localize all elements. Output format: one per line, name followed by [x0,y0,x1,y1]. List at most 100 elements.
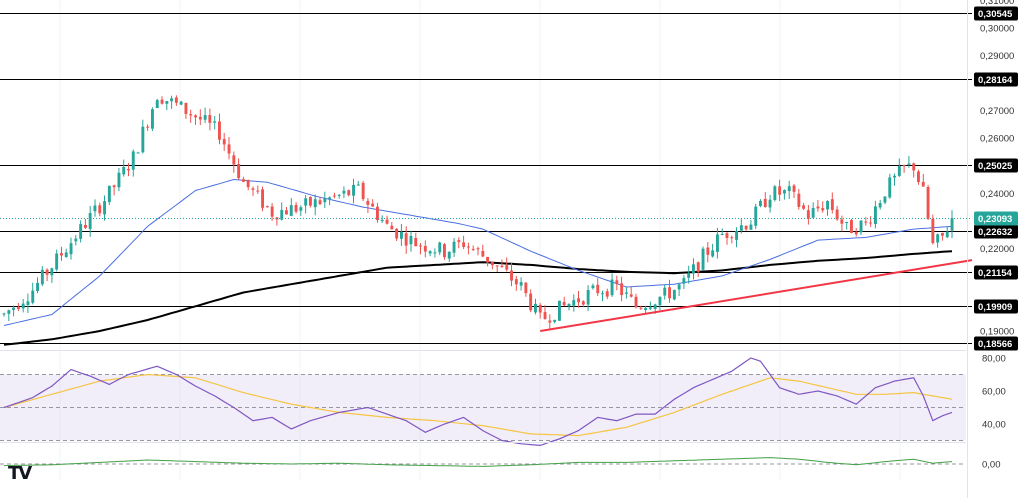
candle-body [189,114,193,116]
candle-body [677,284,681,290]
candle-body [696,262,700,272]
candle-body [12,307,15,310]
level-badge-label: 0,30545 [978,9,1013,20]
trendline-line [540,259,973,333]
candle-body [198,116,202,120]
price-tick-label: 0,31000 [980,0,1014,7]
candle-body [510,270,513,281]
candle-body [462,242,466,247]
fast-ma-line [3,178,953,326]
candle-body [347,190,351,196]
candle-body [371,203,375,207]
candle-body [213,121,217,123]
candle-body [447,251,451,259]
candle-body [936,234,940,243]
candle-body [682,278,686,284]
rsi-tick-label: 40,00 [982,420,1006,431]
candle-body [816,206,820,209]
candle-body [945,231,949,238]
level-badge [974,336,1018,351]
candle-body [620,283,624,296]
candle-body [155,100,159,108]
candle-body [2,313,6,315]
candle-body [716,234,719,252]
current-price-badge [974,211,1018,226]
candle-body [467,246,470,248]
candle-body [227,144,231,154]
candle-body [739,225,743,231]
candle-body [285,210,288,215]
candle-body [40,269,44,285]
rsi-panel [0,350,966,447]
price-tick-label: 0,19000 [980,327,1014,338]
candle-body [390,225,394,230]
candle-body [763,198,767,207]
candle-body [36,282,39,291]
candle-body [160,99,164,104]
candle-body [917,171,920,182]
support-resistance-levels: 0,30545 0,28164 0,25025 0,22632 0,21154 0,199… [0,6,1018,351]
candle-body [342,190,346,194]
candle-body [835,209,839,220]
candle-body [648,307,652,309]
candle-body [332,195,336,197]
candle-body [577,298,580,303]
candle-body [706,247,710,255]
candle-body [294,205,298,212]
candle-body [754,206,758,226]
candle-body [55,253,59,270]
level-badge [974,158,1018,173]
price-tick-label: 0,26000 [980,134,1014,145]
candle-body [495,265,499,267]
candle-body [79,224,83,239]
candle-body [251,188,255,190]
candle-body [725,233,729,238]
candle-body [304,198,308,206]
candle-body [361,182,365,200]
tradingview-logo-icon[interactable]: TV [8,463,32,484]
candle-body [711,250,715,257]
candle-body [625,292,628,294]
candle-body [419,245,422,247]
candle-body [653,304,657,309]
candle-body [553,319,557,322]
candle-body [443,244,446,258]
candle-body [787,186,791,192]
candle-body [170,98,173,102]
candle-body [194,115,197,118]
rsi-tick-label: 60,00 [982,387,1006,398]
candle-body [31,290,35,303]
candle-body [337,194,341,196]
candle-body [931,218,935,244]
price-tick-label: 0,27000 [980,106,1014,117]
slow-ma-line [3,250,953,346]
candle-body [806,210,810,219]
candle-body [826,201,829,210]
price-tick-label: 0,24000 [980,189,1014,200]
candle-body [730,237,734,239]
candle-body [112,185,116,188]
candle-body [912,163,916,171]
candle-body [136,152,140,154]
candle-body [773,186,777,200]
candle-body [902,165,906,167]
level-badge [974,299,1018,314]
current-price-line: 0,23093 [0,211,1018,226]
level-badge-label: 0,22632 [978,227,1012,238]
candle-body [615,280,619,284]
candle-body [505,265,509,270]
candle-body [356,184,360,186]
candle-body [141,126,145,153]
rsi-tick-label: 80,00 [982,354,1006,365]
level-badge [974,265,1018,280]
candle-body [232,155,236,165]
candle-body [84,225,87,228]
candle-body [859,220,863,233]
candle-body [218,121,221,140]
candle-body [88,213,92,229]
candle-body [538,304,542,313]
price-tick-label: 0,29000 [980,51,1014,62]
candle-body [735,230,738,240]
candle-body [514,279,518,285]
candle-body [529,293,533,311]
